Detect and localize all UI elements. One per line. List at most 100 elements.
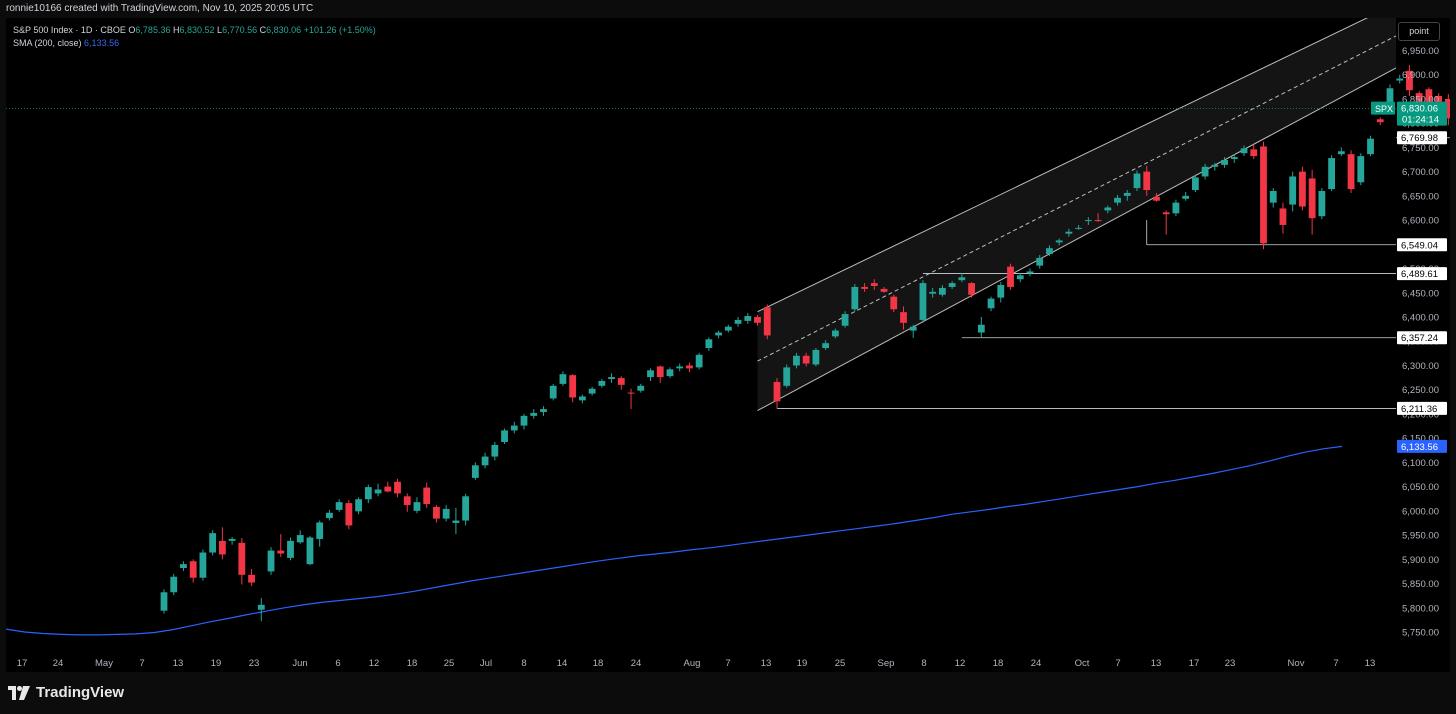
candle-body: [841, 314, 849, 326]
change-value: +101.26 (+1.50%): [303, 25, 376, 35]
y-tick-label: 6,250.00: [1402, 385, 1439, 396]
y-tick-label: 5,750.00: [1402, 628, 1439, 639]
x-tick-label: 6: [335, 658, 340, 669]
y-tick-label: 5,850.00: [1402, 579, 1439, 590]
candle-body: [491, 444, 499, 457]
attribution-text: ronnie10166 created with TradingView.com…: [6, 3, 314, 14]
candle-body: [831, 330, 839, 337]
channel-lower-line: [757, 67, 1397, 411]
candle-body: [851, 286, 859, 310]
candle-body: [705, 339, 713, 349]
candle-body: [1279, 208, 1287, 225]
sma-value: 6,133.56: [84, 38, 120, 48]
candle-body: [209, 533, 217, 553]
candle-body: [569, 375, 577, 398]
x-tick-label: 8: [921, 658, 926, 669]
candle-body: [549, 385, 557, 399]
candle-body: [958, 277, 966, 281]
candle-body: [997, 285, 1005, 298]
current-price-label: 6,830.06: [1401, 104, 1438, 115]
price-chart[interactable]: 5,750.00 5,800.00 5,850.00 5,900.00 5,950.00…: [6, 18, 1450, 672]
level-tag-label: 6,211.36: [1401, 404, 1437, 415]
candle-body: [374, 489, 382, 494]
candle-body: [394, 481, 401, 494]
candle-body: [695, 354, 703, 368]
candle-body: [1415, 93, 1423, 109]
candle-body: [316, 522, 324, 539]
candle-body: [1299, 171, 1306, 207]
candle-body: [335, 502, 343, 510]
candle-body: [540, 409, 547, 412]
candle-body: [1425, 89, 1433, 104]
x-tick-label: 7: [725, 658, 730, 669]
x-tick-label: 23: [1225, 658, 1236, 669]
x-tick-label: 14: [557, 658, 568, 669]
candle-body: [355, 499, 362, 512]
candle-body: [724, 326, 732, 331]
candle-body: [170, 576, 178, 593]
candle-body: [919, 283, 927, 320]
point-button[interactable]: point: [1398, 22, 1440, 41]
candle-body: [345, 503, 353, 526]
y-tick-label: 6,900.00: [1402, 70, 1439, 81]
y-tick-label: 6,200.00: [1402, 409, 1439, 420]
y-tick-label: 6,100.00: [1402, 458, 1439, 469]
candle-body: [890, 296, 898, 310]
candle-body: [608, 377, 615, 380]
candle-body: [744, 316, 752, 321]
candle-body: [1367, 138, 1374, 155]
candle-body: [1036, 257, 1044, 266]
candle-body: [948, 283, 956, 287]
candle-body: [248, 574, 255, 583]
low-label: L: [217, 25, 223, 35]
y-tick-label: 6,750.00: [1402, 143, 1439, 154]
x-tick-label: Aug: [684, 658, 701, 669]
x-tick-label: 13: [173, 658, 184, 669]
candle-body: [1337, 151, 1345, 155]
x-tick-label: 18: [407, 658, 418, 669]
x-tick-label: Sep: [878, 658, 895, 669]
level-tag: [1397, 238, 1447, 252]
candle-body: [160, 592, 168, 611]
candle-body: [773, 381, 781, 402]
x-tick-label: 19: [797, 658, 808, 669]
y-tick-label: 5,900.00: [1402, 555, 1439, 566]
candle-body: [306, 537, 314, 565]
y-tick-label: 6,600.00: [1402, 216, 1439, 227]
candle-body: [462, 496, 470, 521]
candle-body: [199, 552, 207, 578]
candle-body: [1308, 178, 1316, 219]
candle-body: [929, 291, 937, 294]
candle-body: [617, 378, 625, 385]
x-tick-label: 13: [761, 658, 772, 669]
candle-body: [900, 312, 907, 323]
x-tick-label: 17: [1189, 658, 1200, 669]
candle-body: [364, 487, 372, 500]
candle-body: [1318, 191, 1326, 217]
open-label: O: [128, 25, 136, 35]
x-tick-label: 17: [17, 658, 28, 669]
candle-body: [588, 388, 596, 394]
candle-body: [1182, 195, 1190, 199]
candle-body: [968, 283, 975, 295]
candle-body: [656, 366, 664, 378]
level-tag-label: 6,489.61: [1401, 269, 1438, 280]
candle-body: [559, 374, 567, 384]
candle-body: [1201, 166, 1209, 177]
candle-body: [218, 540, 226, 555]
candle-body: [326, 512, 333, 519]
candle-body: [647, 370, 654, 378]
candle-body: [228, 538, 236, 541]
sma-tag-label: 6,133.56: [1401, 442, 1438, 453]
candle-body: [1007, 266, 1014, 287]
candle-body: [861, 286, 868, 289]
candle-body: [277, 550, 285, 554]
chart-area[interactable]: 5,750.00 5,800.00 5,850.00 5,900.00 5,950.00…: [6, 18, 1450, 672]
symbol-tag: [1371, 101, 1395, 115]
level-tag-label: 6,357.24: [1401, 333, 1438, 344]
tradingview-logo[interactable]: TradingView: [8, 684, 124, 701]
candle-body: [530, 412, 538, 416]
candle-body: [939, 287, 946, 295]
candle-body: [783, 367, 791, 386]
